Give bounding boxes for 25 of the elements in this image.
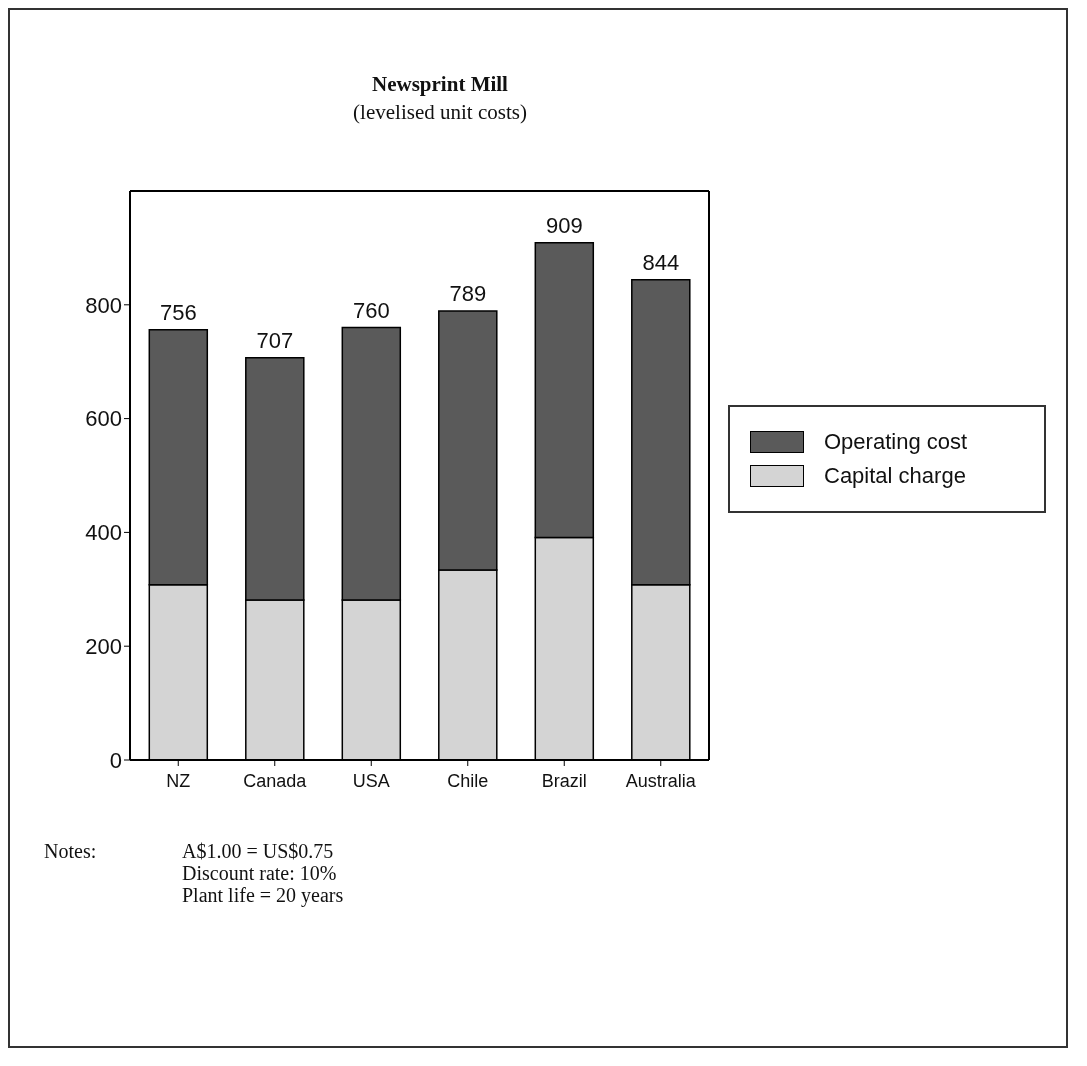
total-label: 707 (256, 327, 294, 353)
y-tick-label: 400 (85, 520, 122, 546)
chart-subtitle: (levelised unit costs) (352, 99, 528, 126)
total-label: 756 (159, 299, 197, 325)
total-label: 789 (449, 281, 487, 307)
x-tick-label: NZ (166, 770, 191, 791)
x-tick-label: Brazil (541, 770, 587, 791)
x-tick-label: Australia (625, 770, 697, 791)
text: A$1.00 = US$0.75 (182, 840, 334, 862)
total-label: 760 (352, 297, 390, 323)
y-tick-label: 600 (85, 406, 122, 432)
y-tick-label: 200 (85, 634, 122, 660)
legend-label: Capital charge (824, 463, 966, 489)
text: Plant life = 20 years (182, 884, 344, 906)
legend-label: Operating cost (824, 429, 968, 455)
x-tick-label: Canada (243, 770, 308, 791)
total-label: 909 (545, 212, 583, 238)
total-label: 844 (642, 249, 680, 275)
chart-title: Newsprint Mill (371, 71, 509, 98)
x-tick-label: USA (352, 770, 390, 791)
y-tick-label: 800 (85, 292, 122, 318)
x-tick-label: Chile (447, 770, 489, 791)
y-tick-label: 0 (109, 747, 122, 773)
text: Discount rate: 10% (182, 862, 337, 884)
text: Notes: (44, 840, 97, 862)
